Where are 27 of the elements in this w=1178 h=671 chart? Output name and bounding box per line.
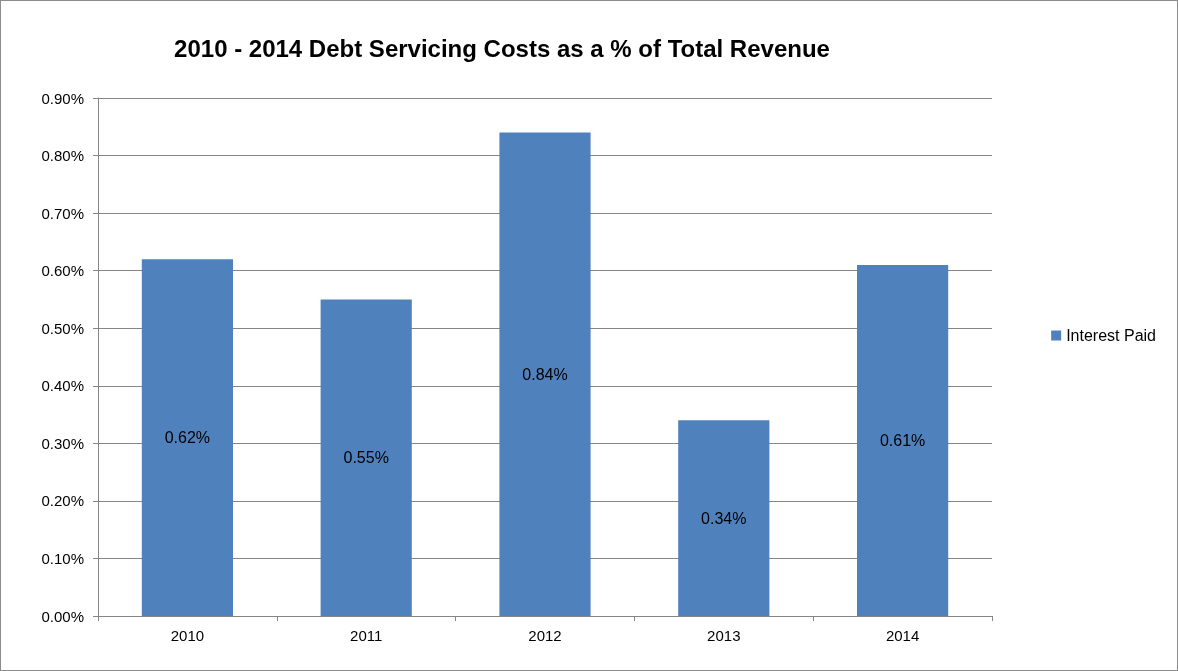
y-tick-label: 0.40%	[41, 377, 84, 395]
data-label: 0.34%	[701, 509, 747, 527]
x-tick-label: 2013	[707, 627, 741, 644]
bar	[141, 259, 233, 616]
y-tick-label: 0.60%	[41, 262, 84, 280]
x-tick-label: 2014	[885, 627, 920, 644]
chart-title: 2010 - 2014 Debt Servicing Costs as a % of Total Revenue	[174, 34, 830, 62]
bar	[678, 420, 770, 616]
y-tick-label: 0.70%	[41, 204, 84, 222]
y-tick-label: 0.80%	[41, 147, 84, 165]
bar	[320, 299, 412, 616]
y-tick-label: 0.50%	[41, 319, 84, 337]
x-tick-label: 2012	[528, 627, 562, 644]
y-tick-label: 0.10%	[41, 549, 84, 567]
y-tick-label: 0.90%	[41, 89, 84, 107]
data-label: 0.62%	[164, 429, 211, 447]
bar	[499, 132, 591, 616]
x-tick-label: 2011	[350, 627, 383, 644]
data-label: 0.84%	[522, 365, 568, 383]
y-tick-label: 0.30%	[41, 434, 84, 452]
bar	[857, 264, 949, 616]
x-tick-label: 2010	[170, 627, 205, 644]
data-label: 0.55%	[343, 449, 389, 467]
y-tick-label: 0.20%	[41, 492, 84, 510]
y-tick-label: 0.00%	[41, 607, 84, 625]
legend-label: Interest Paid	[1066, 327, 1156, 344]
data-label: 0.61%	[879, 431, 926, 449]
